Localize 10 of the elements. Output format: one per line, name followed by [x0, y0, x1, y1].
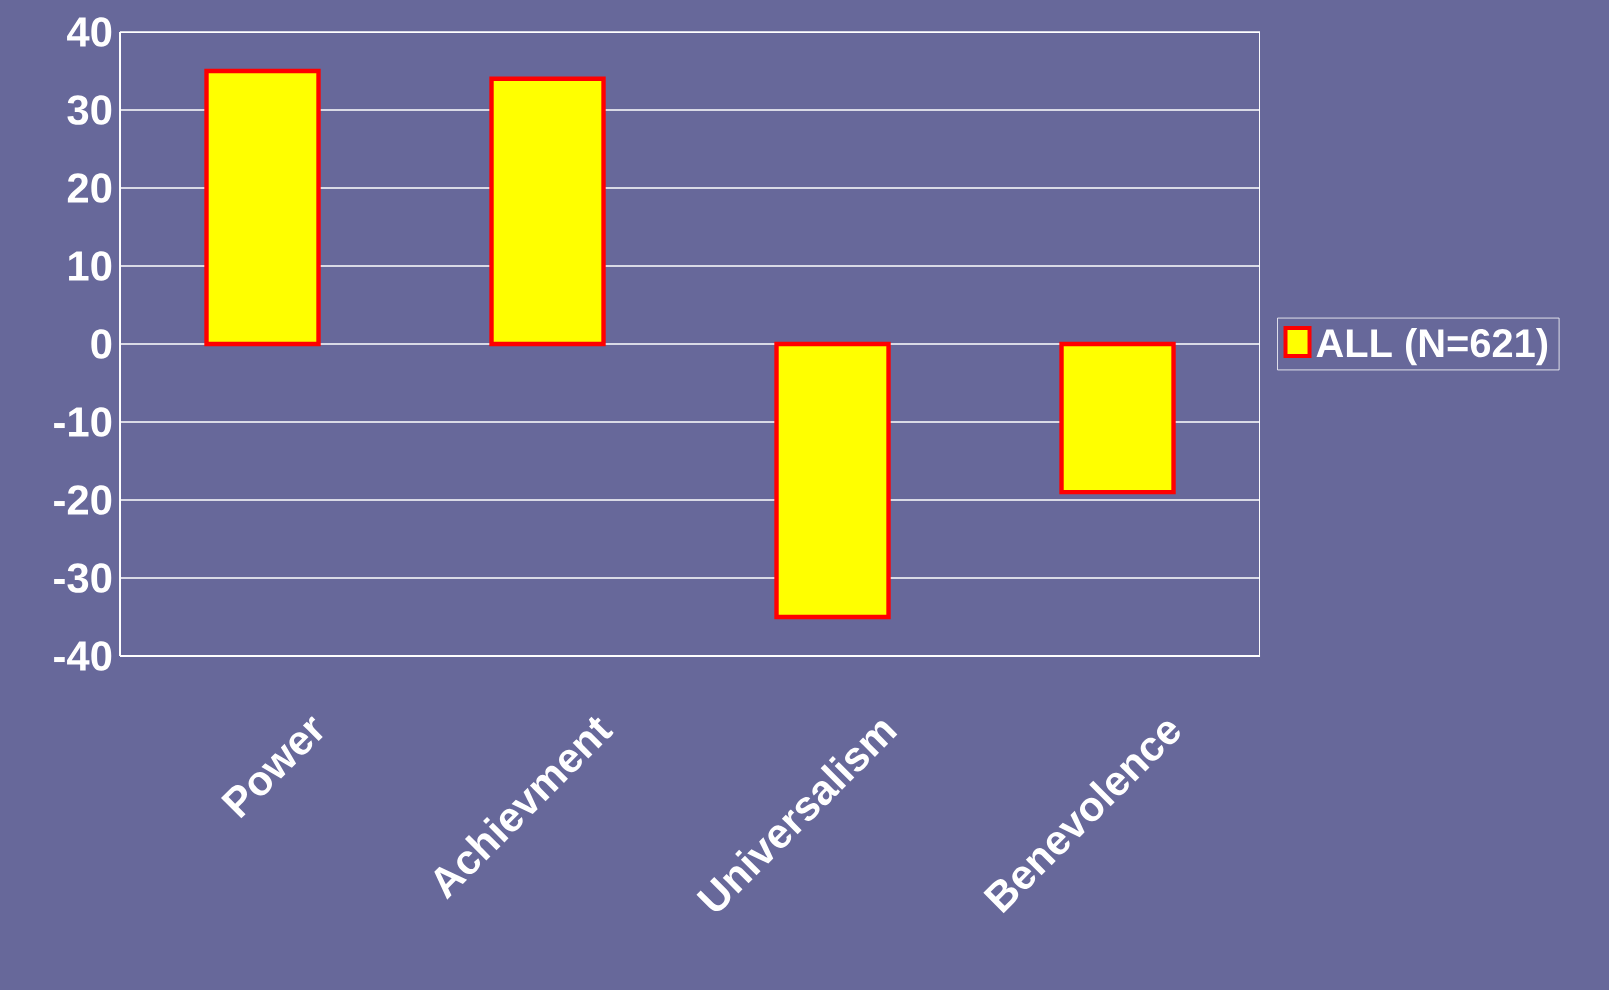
y-tick-label: -30 [54, 563, 112, 593]
y-tick-label: 30 [67, 95, 112, 125]
legend-label: ALL (N=621) [1316, 328, 1548, 366]
y-tick-label: 10 [69, 251, 112, 281]
y-tick-label: 20 [67, 173, 112, 203]
y-tick-label: -10 [54, 407, 112, 437]
y-tick-label: 40 [67, 17, 112, 47]
y-tick-label: 0 [91, 329, 112, 359]
y-tick-label: -40 [54, 641, 112, 671]
y-tick-label: -20 [54, 485, 112, 515]
